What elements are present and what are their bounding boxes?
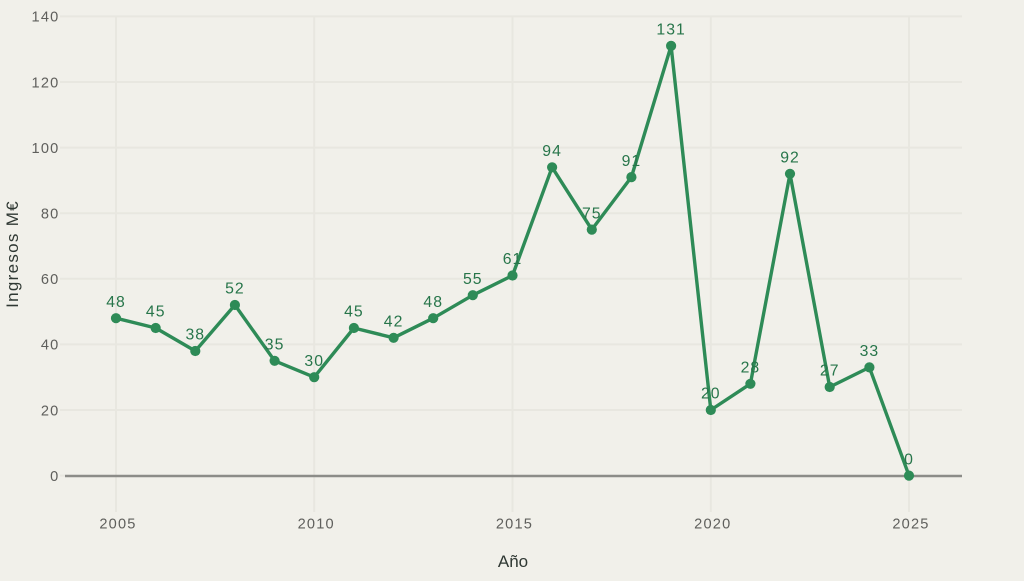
svg-text:131: 131 xyxy=(656,22,685,39)
svg-text:Año: Año xyxy=(498,552,528,571)
svg-text:42: 42 xyxy=(384,314,404,331)
svg-text:52: 52 xyxy=(225,281,245,298)
svg-text:75: 75 xyxy=(582,205,602,222)
svg-text:2025: 2025 xyxy=(892,517,929,533)
svg-text:94: 94 xyxy=(542,143,562,160)
svg-text:2005: 2005 xyxy=(99,517,136,533)
svg-text:33: 33 xyxy=(860,343,880,360)
svg-text:35: 35 xyxy=(265,337,285,354)
svg-text:2015: 2015 xyxy=(496,517,533,533)
svg-text:55: 55 xyxy=(463,271,483,288)
svg-text:38: 38 xyxy=(186,327,206,344)
svg-text:140: 140 xyxy=(32,10,60,26)
svg-text:20: 20 xyxy=(701,386,721,403)
svg-text:20: 20 xyxy=(41,403,60,419)
svg-text:61: 61 xyxy=(503,251,523,268)
svg-text:120: 120 xyxy=(32,75,60,91)
svg-text:92: 92 xyxy=(780,150,800,167)
svg-text:Ingresos M€: Ingresos M€ xyxy=(3,200,22,308)
svg-text:28: 28 xyxy=(741,360,761,377)
svg-text:91: 91 xyxy=(622,153,642,170)
svg-text:80: 80 xyxy=(41,207,60,223)
svg-text:0: 0 xyxy=(904,451,914,468)
svg-text:2020: 2020 xyxy=(694,517,731,533)
svg-text:48: 48 xyxy=(423,294,443,311)
svg-text:45: 45 xyxy=(146,304,166,321)
svg-text:30: 30 xyxy=(304,353,324,370)
svg-text:27: 27 xyxy=(820,363,840,380)
svg-text:48: 48 xyxy=(106,294,126,311)
svg-text:45: 45 xyxy=(344,304,364,321)
svg-text:0: 0 xyxy=(50,469,59,485)
svg-text:60: 60 xyxy=(41,272,60,288)
svg-text:2010: 2010 xyxy=(298,517,335,533)
svg-text:100: 100 xyxy=(32,141,60,157)
svg-text:40: 40 xyxy=(41,338,60,354)
